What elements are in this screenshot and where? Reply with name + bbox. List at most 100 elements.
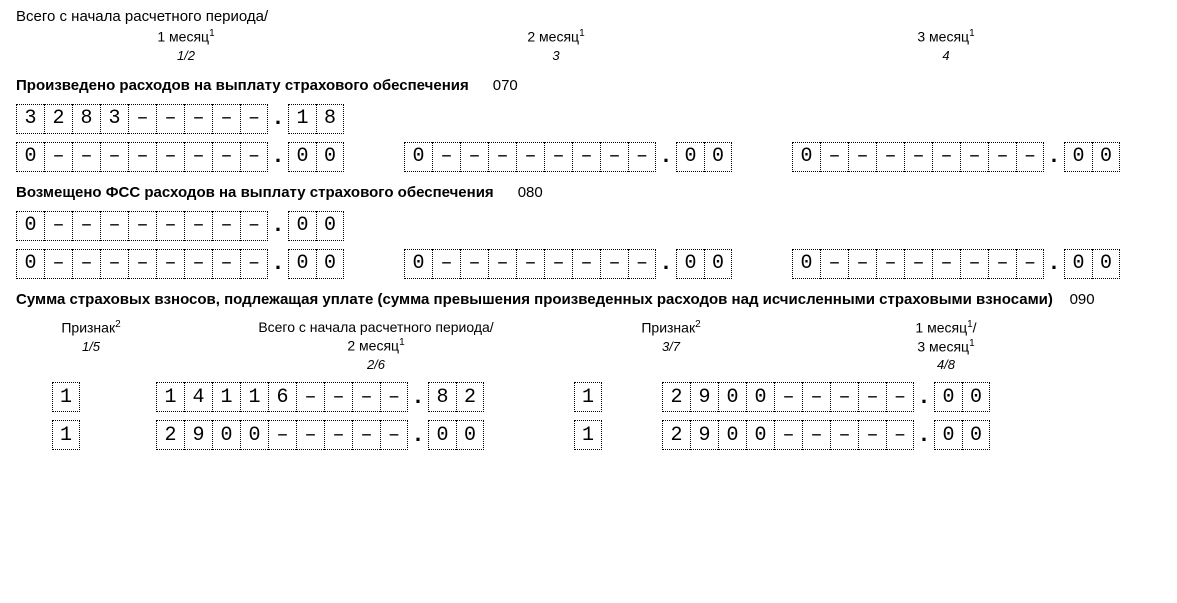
digit-cell: 1 bbox=[212, 382, 240, 412]
digit-cell: – bbox=[544, 249, 572, 279]
digit-cell: 0 bbox=[16, 142, 44, 172]
digit-cell: 2 bbox=[662, 420, 690, 450]
digit-cell: – bbox=[432, 142, 460, 172]
digit-cell: – bbox=[212, 104, 240, 134]
digit-cell: – bbox=[72, 249, 100, 279]
digit-cell: – bbox=[296, 382, 324, 412]
s090-col-headers: Признак2 1/5 Всего с начала расчетного п… bbox=[16, 318, 1161, 375]
digit-cell: – bbox=[802, 420, 830, 450]
digit-cell: – bbox=[988, 142, 1016, 172]
digit-cell: – bbox=[380, 382, 408, 412]
s090-r2-amount2: 2900–––––.00 bbox=[662, 420, 990, 450]
digit-cell: 0 bbox=[718, 420, 746, 450]
section-070-title: Произведено расходов на выплату страхово… bbox=[16, 77, 1161, 94]
digit-cell: – bbox=[516, 142, 544, 172]
digit-cell: – bbox=[516, 249, 544, 279]
digit-cell: – bbox=[600, 142, 628, 172]
s090-r2-sign1: 1 bbox=[52, 420, 80, 450]
digit-cell: – bbox=[488, 249, 516, 279]
digit-cell: 0 bbox=[240, 420, 268, 450]
digit-cell: 0 bbox=[1092, 142, 1120, 172]
digit-cell: 0 bbox=[288, 249, 316, 279]
digit-cell: – bbox=[44, 211, 72, 241]
digit-cell: – bbox=[72, 142, 100, 172]
digit-cell: – bbox=[1016, 142, 1044, 172]
digit-cell: 0 bbox=[456, 420, 484, 450]
digit-cell: – bbox=[858, 420, 886, 450]
digit-cell: – bbox=[932, 249, 960, 279]
digit-cell: 8 bbox=[72, 104, 100, 134]
decimal-dot: . bbox=[914, 382, 934, 412]
digit-cell: – bbox=[156, 211, 184, 241]
digit-cell: – bbox=[184, 211, 212, 241]
digit-cell: – bbox=[324, 420, 352, 450]
digit-cell: 0 bbox=[934, 420, 962, 450]
digit-cell: – bbox=[380, 420, 408, 450]
s080-row2-m2: 0––––––––.00 bbox=[404, 249, 732, 279]
s070-row2-m3: 0––––––––.00 bbox=[792, 142, 1120, 172]
digit-cell: 0 bbox=[404, 142, 432, 172]
digit-cell: 2 bbox=[662, 382, 690, 412]
decimal-dot: . bbox=[1044, 142, 1064, 172]
digit-cell: 8 bbox=[428, 382, 456, 412]
digit-cell: 0 bbox=[1064, 142, 1092, 172]
digit-cell: – bbox=[820, 249, 848, 279]
s070-row1-total: 3283–––––.18 bbox=[16, 104, 344, 134]
s090-ch3: Признак2 3/7 bbox=[586, 318, 756, 375]
decimal-dot: . bbox=[268, 211, 288, 241]
digit-cell: – bbox=[904, 142, 932, 172]
digit-cell: 0 bbox=[746, 382, 774, 412]
digit-cell: 2 bbox=[156, 420, 184, 450]
digit-cell: – bbox=[240, 211, 268, 241]
digit-cell: 6 bbox=[268, 382, 296, 412]
s090-ch2: Всего с начала расчетного периода/ 2 мес… bbox=[166, 318, 586, 375]
s090-r1-amount1: 14116––––.82 bbox=[156, 382, 484, 412]
digit-cell: – bbox=[572, 142, 600, 172]
s080-row1-total: 0––––––––.00 bbox=[16, 211, 344, 241]
decimal-dot: . bbox=[268, 142, 288, 172]
digit-cell: 0 bbox=[676, 142, 704, 172]
digit-cell: – bbox=[572, 249, 600, 279]
section-080-title: Возмещено ФСС расходов на выплату страхо… bbox=[16, 184, 1161, 201]
digit-cell: 0 bbox=[212, 420, 240, 450]
decimal-dot: . bbox=[408, 420, 428, 450]
digit-cell: 0 bbox=[792, 142, 820, 172]
digit-cell: – bbox=[876, 142, 904, 172]
digit-cell: – bbox=[544, 142, 572, 172]
s090-ch4: 1 месяц1/ 3 месяц1 4/8 bbox=[756, 318, 1136, 375]
digit-cell: – bbox=[904, 249, 932, 279]
digit-cell: – bbox=[100, 211, 128, 241]
digit-cell: – bbox=[628, 142, 656, 172]
digit-cell: – bbox=[44, 142, 72, 172]
digit-cell: – bbox=[156, 249, 184, 279]
digit-cell: – bbox=[240, 249, 268, 279]
s090-r2-amount1: 2900–––––.00 bbox=[156, 420, 484, 450]
header-col1: 1 месяц1 1/2 bbox=[16, 27, 356, 65]
digit-cell: – bbox=[296, 420, 324, 450]
digit-cell: – bbox=[128, 249, 156, 279]
digit-cell: – bbox=[432, 249, 460, 279]
decimal-dot: . bbox=[914, 420, 934, 450]
digit-cell: – bbox=[128, 142, 156, 172]
digit-cell: – bbox=[156, 104, 184, 134]
digit-cell: – bbox=[324, 382, 352, 412]
digit-cell: – bbox=[960, 142, 988, 172]
s070-row2: 0––––––––.00 0––––––––.00 0––––––––.00 bbox=[16, 142, 1161, 172]
decimal-dot: . bbox=[656, 249, 676, 279]
decimal-dot: . bbox=[268, 104, 288, 134]
digit-cell: 0 bbox=[316, 142, 344, 172]
digit-cell: – bbox=[886, 382, 914, 412]
digit-cell: – bbox=[488, 142, 516, 172]
digit-cell: 0 bbox=[676, 249, 704, 279]
digit-cell: – bbox=[988, 249, 1016, 279]
digit-cell: 0 bbox=[1092, 249, 1120, 279]
digit-cell: – bbox=[268, 420, 296, 450]
digit-cell: – bbox=[184, 104, 212, 134]
digit-cell: 0 bbox=[316, 249, 344, 279]
s090-ch1: Признак2 1/5 bbox=[16, 318, 166, 375]
header-col2: 2 месяц1 3 bbox=[356, 27, 756, 65]
digit-cell: – bbox=[240, 104, 268, 134]
digit-cell: – bbox=[1016, 249, 1044, 279]
digit-cell: – bbox=[774, 382, 802, 412]
digit-cell: 3 bbox=[16, 104, 44, 134]
